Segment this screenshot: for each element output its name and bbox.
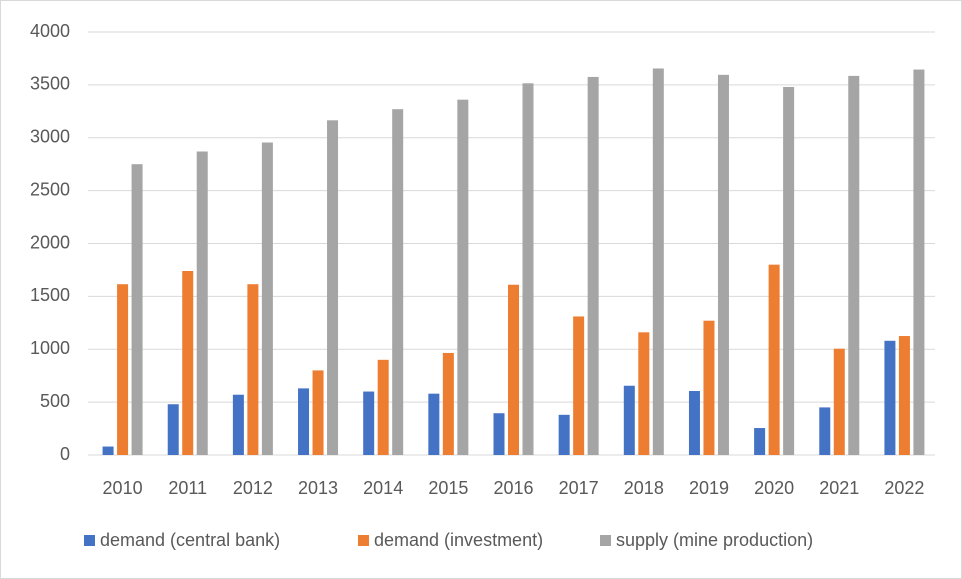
y-tick-label: 1500 xyxy=(30,285,70,305)
legend-label: demand (central bank) xyxy=(100,530,280,550)
x-tick-label: 2020 xyxy=(754,478,794,498)
bar xyxy=(261,142,273,456)
y-tick-label: 4000 xyxy=(30,21,70,41)
bar xyxy=(754,428,766,455)
legend-label: demand (investment) xyxy=(374,530,543,550)
bar xyxy=(102,446,114,455)
legend-swatch xyxy=(358,535,369,546)
bar xyxy=(312,370,324,455)
bar xyxy=(377,359,389,455)
bar xyxy=(819,407,831,455)
bar xyxy=(247,284,259,455)
y-tick-label: 2000 xyxy=(30,232,70,252)
y-tick-label: 2500 xyxy=(30,179,70,199)
x-tick-label: 2015 xyxy=(428,478,468,498)
x-tick-label: 2021 xyxy=(819,478,859,498)
bar xyxy=(898,336,910,455)
y-tick-label: 3500 xyxy=(30,74,70,94)
bar xyxy=(688,391,700,455)
x-tick-label: 2012 xyxy=(233,478,273,498)
x-tick-label: 2022 xyxy=(884,478,924,498)
bar xyxy=(913,69,925,455)
bar xyxy=(428,393,440,455)
bar xyxy=(573,316,585,455)
x-tick-label: 2019 xyxy=(689,478,729,498)
bar xyxy=(783,86,795,456)
bar xyxy=(167,404,179,455)
bar xyxy=(884,340,896,455)
x-tick-label: 2011 xyxy=(168,478,207,498)
bar xyxy=(848,75,860,455)
legend-swatch xyxy=(84,535,95,546)
legend-label: supply (mine production) xyxy=(616,530,813,550)
bar xyxy=(327,120,339,456)
bar xyxy=(117,284,129,455)
x-tick-label: 2017 xyxy=(559,478,599,498)
bar xyxy=(587,76,599,455)
bar xyxy=(703,320,715,455)
bar xyxy=(392,109,404,455)
bar xyxy=(363,391,375,455)
y-tick-label: 0 xyxy=(60,444,70,464)
bar xyxy=(298,388,310,455)
x-tick-label: 2013 xyxy=(298,478,338,498)
bar xyxy=(522,83,534,455)
y-tick-label: 3000 xyxy=(30,127,70,147)
y-tick-label: 500 xyxy=(40,391,70,411)
bar xyxy=(442,352,454,455)
bar xyxy=(232,394,244,455)
bar xyxy=(652,68,664,455)
bar xyxy=(558,414,570,455)
bar xyxy=(717,74,729,456)
bar xyxy=(493,413,505,455)
bar xyxy=(638,332,650,455)
bar xyxy=(623,385,635,455)
y-tick-label: 1000 xyxy=(30,338,70,358)
x-tick-label: 2018 xyxy=(624,478,664,498)
x-tick-label: 2014 xyxy=(363,478,403,498)
legend-swatch xyxy=(600,535,611,546)
bar xyxy=(508,284,519,455)
bar xyxy=(131,164,143,455)
x-tick-label: 2010 xyxy=(103,478,143,498)
bar xyxy=(768,264,780,455)
bar xyxy=(182,270,194,455)
bar xyxy=(457,99,469,456)
x-tick-label: 2016 xyxy=(493,478,533,498)
bar xyxy=(833,348,845,455)
bar xyxy=(196,151,208,455)
